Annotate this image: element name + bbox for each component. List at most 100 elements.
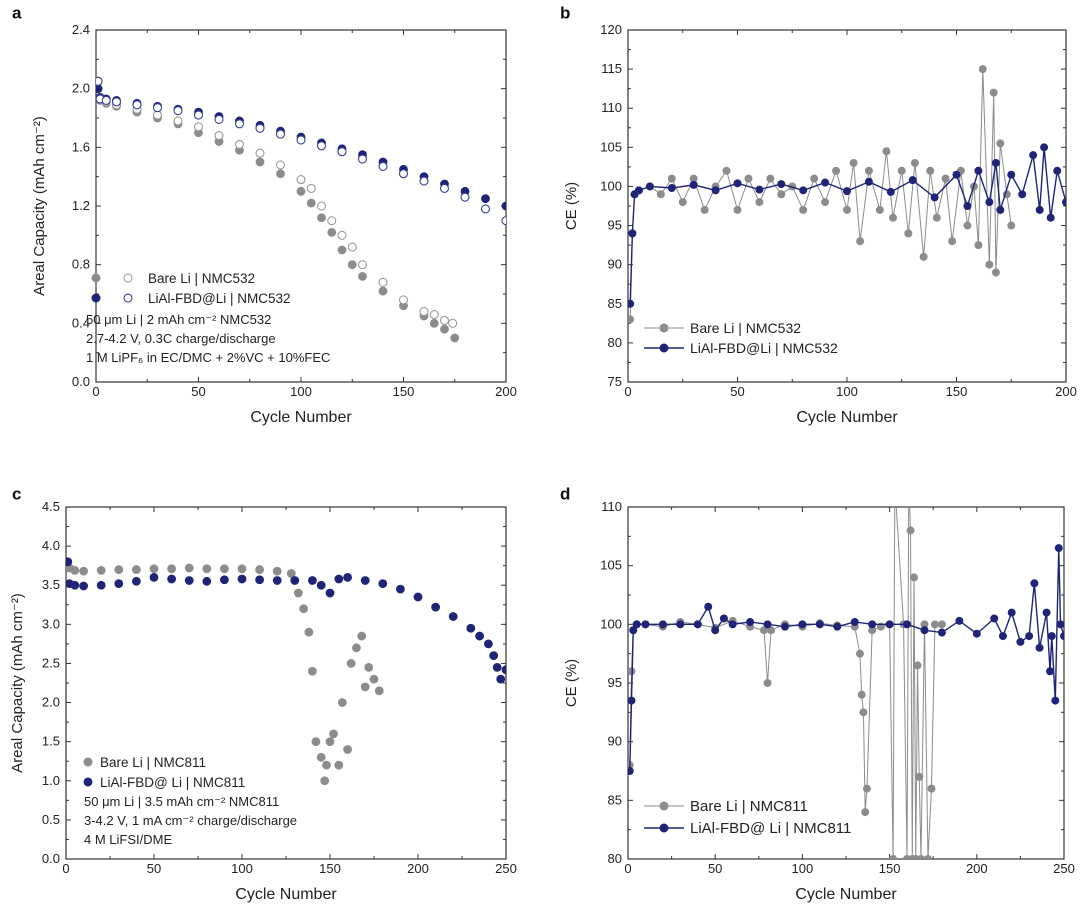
data-point bbox=[989, 88, 998, 97]
data-point bbox=[378, 286, 388, 296]
data-point bbox=[173, 106, 183, 116]
data-point bbox=[891, 480, 898, 487]
data-point bbox=[329, 729, 338, 739]
annotation-text: 1 M LiPF₆ in EC/DMC + 2%VC + 10%FEC bbox=[86, 350, 330, 365]
data-point bbox=[985, 198, 994, 207]
data-point bbox=[149, 564, 159, 574]
data-point bbox=[948, 237, 957, 246]
data-point bbox=[346, 659, 356, 668]
x-axis-label: Cycle Number bbox=[796, 409, 898, 426]
data-point bbox=[821, 178, 830, 187]
data-point bbox=[815, 620, 824, 629]
data-point bbox=[932, 213, 941, 222]
data-point bbox=[322, 760, 331, 770]
data-point bbox=[337, 230, 347, 240]
annotation-text: 50 μm Li | 2 mAh cm⁻² NMC532 bbox=[86, 312, 271, 327]
x-tick-label: 150 bbox=[879, 861, 901, 876]
y-tick-label: 100 bbox=[600, 616, 622, 631]
data-point bbox=[413, 592, 423, 602]
data-point bbox=[1047, 632, 1056, 641]
y-tick-label: 0.4 bbox=[72, 315, 90, 330]
data-point bbox=[429, 309, 439, 320]
data-point bbox=[325, 737, 335, 747]
series-line bbox=[629, 147, 1066, 304]
data-point bbox=[255, 565, 265, 574]
x-tick-label: 150 bbox=[393, 384, 415, 399]
panel-label: d bbox=[560, 484, 570, 503]
data-point bbox=[868, 620, 877, 629]
data-point bbox=[629, 626, 638, 635]
data-point bbox=[857, 690, 866, 699]
data-point bbox=[974, 166, 983, 175]
data-point bbox=[429, 318, 439, 328]
panel-label: b bbox=[560, 3, 570, 22]
data-point bbox=[132, 100, 142, 110]
y-tick-label: 85 bbox=[608, 792, 622, 807]
x-axis-label: Cycle Number bbox=[250, 409, 352, 426]
data-point bbox=[448, 612, 458, 621]
data-point bbox=[711, 626, 720, 635]
data-point bbox=[1062, 198, 1066, 207]
data-point bbox=[974, 241, 983, 250]
data-point bbox=[1046, 213, 1055, 222]
x-tick-label: 100 bbox=[290, 384, 312, 399]
y-tick-label: 1.2 bbox=[72, 198, 90, 213]
data-point bbox=[448, 318, 458, 328]
legend-marker bbox=[659, 323, 669, 333]
data-point bbox=[991, 158, 1000, 167]
data-point bbox=[96, 580, 106, 590]
data-point bbox=[337, 245, 347, 255]
data-point bbox=[711, 186, 720, 195]
plot-data bbox=[628, 65, 1066, 324]
data-point bbox=[963, 221, 972, 230]
y-axis-label: CE (%) bbox=[563, 182, 580, 230]
legend-label: LiAl-FBD@ Li | NMC811 bbox=[100, 775, 245, 790]
x-tick-label: 50 bbox=[708, 861, 722, 876]
data-point bbox=[941, 174, 950, 183]
data-point bbox=[272, 576, 282, 585]
y-tick-label: 4.0 bbox=[42, 538, 60, 553]
x-tick-label: 0 bbox=[624, 861, 631, 876]
legend: Bare Li | NMC811 LiAl-FBD@ Li | NMC811 bbox=[83, 755, 245, 790]
data-point bbox=[193, 122, 204, 132]
data-point bbox=[293, 588, 303, 598]
y-tick-label: 2.5 bbox=[42, 655, 60, 670]
data-point bbox=[79, 566, 88, 576]
legend-label: Bare Li | NMC811 bbox=[100, 755, 206, 770]
data-point bbox=[991, 268, 1000, 277]
y-tick-label: 75 bbox=[608, 374, 622, 389]
data-point bbox=[325, 588, 335, 598]
data-point bbox=[656, 190, 665, 199]
legend-marker-filled bbox=[91, 273, 101, 283]
data-point bbox=[343, 745, 353, 754]
data-point bbox=[316, 580, 326, 590]
data-point bbox=[904, 229, 913, 238]
data-point bbox=[304, 627, 314, 637]
x-tick-label: 50 bbox=[730, 384, 744, 399]
y-tick-label: 4.5 bbox=[42, 499, 60, 514]
data-point bbox=[316, 201, 327, 211]
legend-marker-open bbox=[123, 273, 133, 283]
data-point bbox=[378, 277, 388, 287]
data-point bbox=[777, 190, 786, 199]
data-point bbox=[307, 576, 317, 585]
data-point bbox=[306, 198, 316, 208]
legend-marker bbox=[659, 801, 669, 811]
data-point bbox=[460, 192, 470, 202]
data-point bbox=[667, 184, 676, 193]
data-point bbox=[985, 260, 994, 269]
y-tick-label: 2.0 bbox=[42, 695, 60, 710]
data-point bbox=[733, 205, 742, 214]
data-point bbox=[910, 158, 919, 167]
data-point bbox=[628, 315, 635, 324]
data-point bbox=[275, 129, 286, 139]
y-tick-label: 1.6 bbox=[72, 139, 90, 154]
data-point bbox=[767, 626, 776, 635]
series-line bbox=[629, 548, 1064, 772]
data-point bbox=[101, 95, 111, 105]
x-tick-label: 250 bbox=[1053, 861, 1075, 876]
data-point bbox=[167, 564, 177, 574]
data-point bbox=[996, 139, 1005, 148]
data-point bbox=[906, 526, 915, 535]
data-point bbox=[927, 784, 936, 793]
